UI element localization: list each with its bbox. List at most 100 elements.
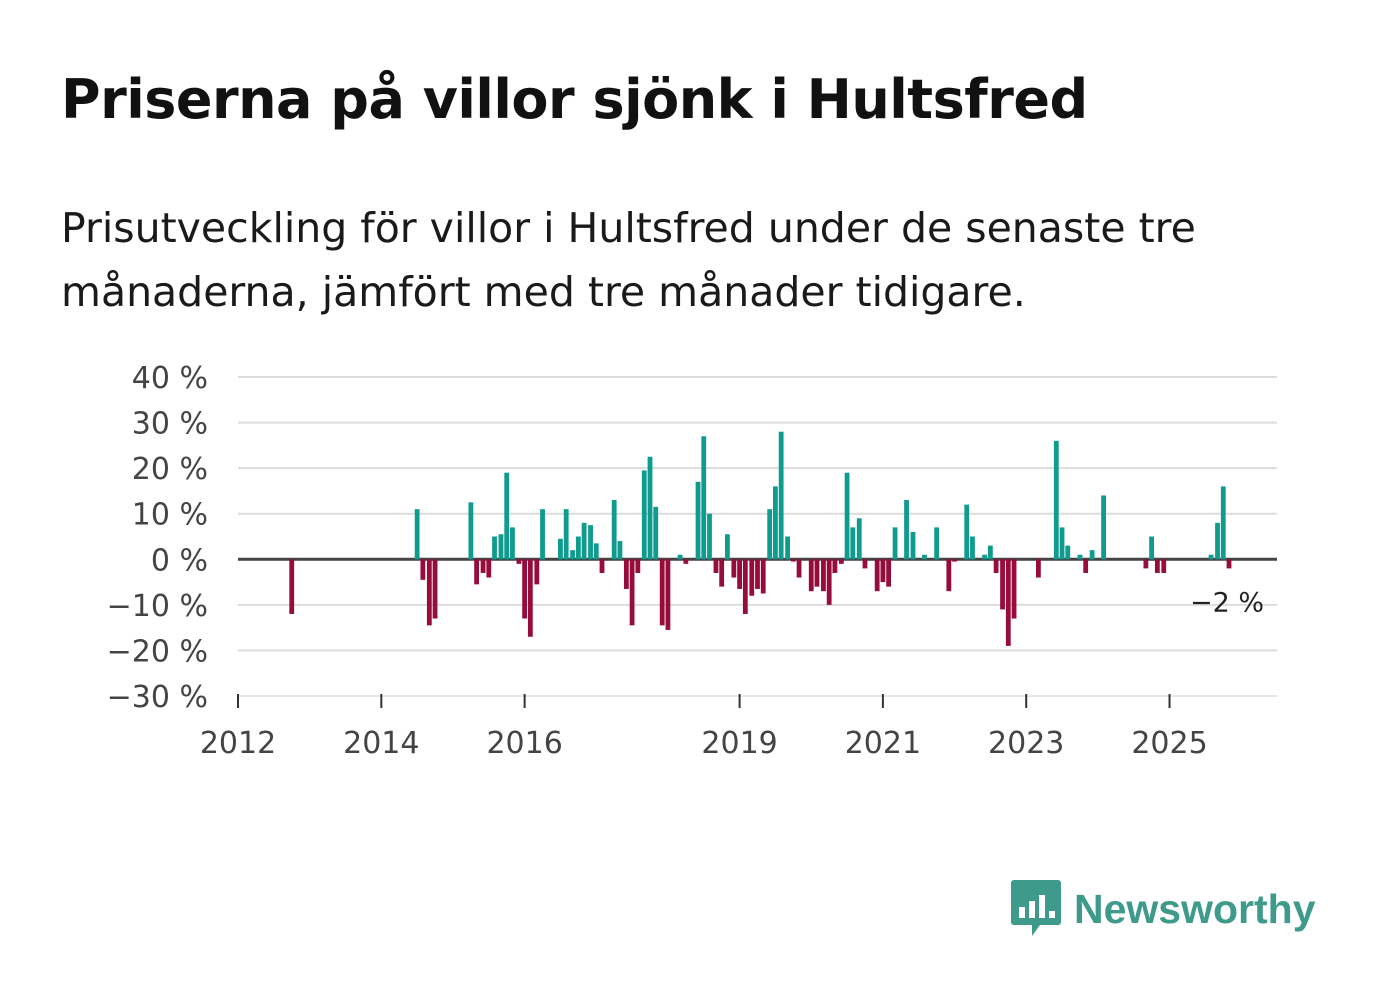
bar: [426, 559, 432, 626]
bar: [838, 559, 844, 564]
bar: [414, 509, 420, 560]
bar: [516, 559, 522, 564]
y-tick-label: 20 %: [132, 452, 208, 487]
bar: [832, 559, 838, 573]
bar: [808, 559, 814, 592]
bar: [647, 456, 653, 560]
bar: [701, 436, 707, 560]
bar: [575, 536, 581, 560]
bar: [623, 559, 629, 589]
bar: [474, 559, 480, 585]
x-tick-label: 2019: [701, 726, 777, 761]
bar: [480, 559, 486, 573]
bar: [892, 527, 898, 560]
bar: [611, 500, 617, 560]
y-tick-label: 10 %: [132, 498, 208, 533]
bar: [749, 559, 755, 596]
bar: [760, 559, 766, 594]
x-tick-label: 2014: [343, 726, 419, 761]
bar: [778, 431, 784, 560]
bar: [856, 518, 862, 560]
bar: [695, 481, 701, 560]
bar: [641, 470, 647, 560]
bar: [677, 554, 683, 560]
brand-name: Newsworthy: [1074, 885, 1316, 932]
bar: [964, 504, 970, 560]
bar: [629, 559, 635, 626]
bar: [599, 559, 605, 573]
newsworthy-logo[interactable]: Newsworthy: [1010, 878, 1316, 940]
x-tick-label: 2021: [845, 726, 921, 761]
bar: [1101, 495, 1106, 560]
bar: [581, 522, 587, 560]
bar: [570, 550, 576, 560]
bar: [773, 486, 778, 560]
bar: [563, 509, 569, 560]
bar: [588, 525, 593, 560]
y-tick-label: −30 %: [107, 680, 208, 715]
bar: [707, 513, 712, 560]
bar: [886, 559, 892, 587]
bar: [522, 559, 528, 619]
bar: [993, 559, 999, 573]
bar: [1143, 559, 1149, 569]
bar: [790, 559, 796, 562]
bar: [617, 541, 623, 560]
bar: [982, 554, 988, 560]
bar: [880, 559, 886, 583]
y-tick-label: 30 %: [132, 407, 208, 442]
bar: [510, 527, 515, 560]
bar: [755, 559, 760, 589]
bar: [1089, 550, 1095, 560]
y-tick-label: 0 %: [151, 543, 208, 578]
bar: [1059, 527, 1065, 560]
bar: [767, 509, 773, 560]
y-tick-label: 40 %: [132, 361, 208, 396]
y-tick-label: −10 %: [107, 589, 208, 624]
bar: [910, 531, 916, 560]
last-value-label: −2 %: [1190, 587, 1264, 618]
bar: [1149, 536, 1154, 560]
x-tick-label: 2023: [988, 726, 1064, 761]
bar: [1077, 554, 1083, 560]
bar: [904, 500, 909, 560]
bar: [1161, 559, 1167, 573]
chart-title: Priserna på villor sjönk i Hultsfred: [61, 68, 1088, 131]
bar: [874, 559, 880, 592]
bar: [665, 559, 671, 630]
bar: [1154, 559, 1160, 573]
x-tick-label: 2016: [486, 726, 562, 761]
bar: [826, 559, 832, 605]
bar: [498, 534, 504, 560]
bar: [1000, 559, 1005, 610]
bar: [1208, 554, 1214, 560]
bar: [1011, 559, 1017, 619]
x-tick-label: 2012: [200, 726, 276, 761]
bar: [540, 509, 545, 560]
bar: [558, 538, 563, 560]
bar: [731, 559, 737, 578]
bar: [289, 559, 295, 614]
bar: [850, 527, 856, 560]
bar: [844, 472, 850, 560]
bar: [713, 559, 719, 573]
bar: [683, 559, 689, 564]
bar: [796, 559, 802, 578]
bar: [1083, 559, 1089, 573]
bar: [420, 559, 426, 580]
newsworthy-logo-icon: [1011, 880, 1061, 936]
bar: [934, 527, 940, 560]
bar: [1065, 545, 1071, 560]
bar: [468, 502, 474, 560]
bar: [1226, 559, 1232, 569]
bar: [653, 506, 659, 560]
x-axis: 2012 2014 2016 2019 2021 2023 2025: [200, 694, 1277, 761]
bar: [742, 559, 748, 614]
bar: [534, 559, 540, 585]
bar: [1215, 522, 1220, 560]
bar: [1005, 559, 1011, 646]
bar: [1220, 486, 1226, 560]
bar: [1035, 559, 1041, 578]
bar: [737, 559, 742, 589]
